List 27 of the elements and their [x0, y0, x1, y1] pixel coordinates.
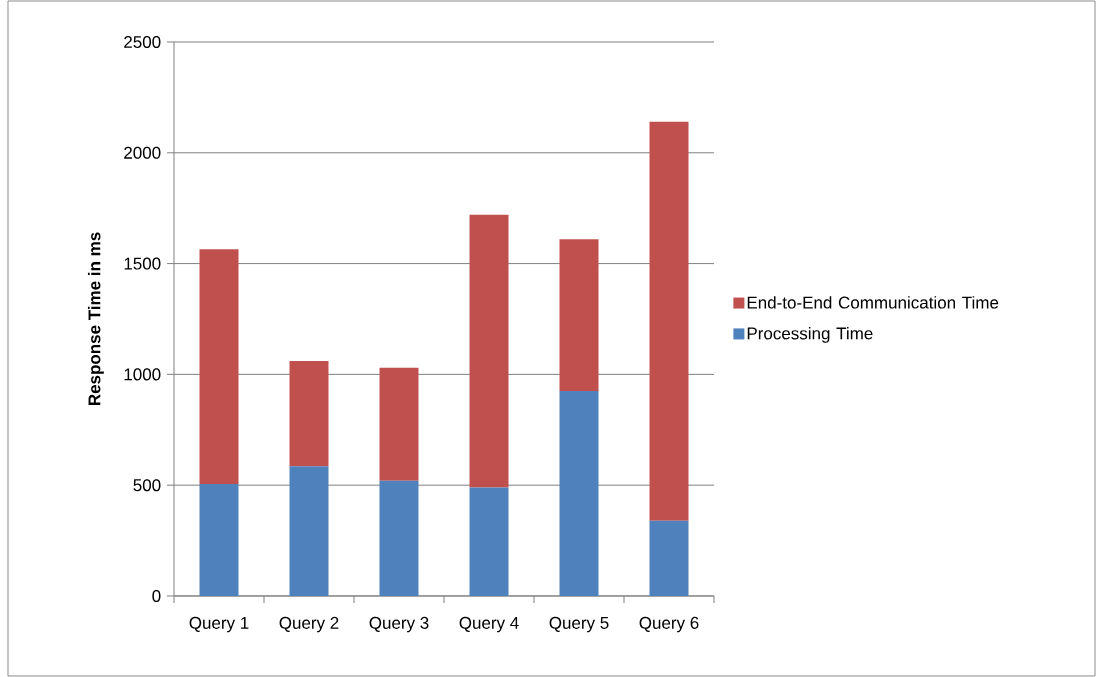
x-tick-label: Query 3	[369, 616, 429, 633]
y-tick-label: 1500	[124, 257, 161, 270]
y-tick-label: 2000	[124, 146, 161, 159]
bar	[649, 520, 689, 596]
bar	[289, 466, 329, 596]
y-tick-label: 0	[152, 589, 161, 603]
bar	[469, 487, 509, 596]
legend-label: Processing Time	[747, 326, 873, 343]
y-tick-label: 2500	[124, 35, 161, 49]
x-tick-label: Query 6	[639, 616, 699, 633]
x-tick-label: Query 5	[549, 616, 609, 633]
bar	[469, 214, 509, 488]
y-tick-label: 500	[133, 479, 161, 492]
bar	[289, 361, 329, 467]
bar	[199, 249, 239, 485]
y-axis-title: Response Time in ms	[87, 232, 104, 406]
bar	[559, 391, 599, 596]
bar	[379, 367, 419, 481]
bar	[379, 480, 419, 596]
bar	[649, 121, 689, 521]
bar	[559, 239, 599, 391]
x-tick-label: Query 1	[189, 616, 249, 633]
y-tick-label: 1000	[124, 368, 161, 381]
x-tick-label: Query 4	[459, 616, 519, 633]
legend-label: End-to-End Communication Time	[747, 296, 999, 309]
bar	[199, 484, 239, 596]
x-tick-label: Query 2	[279, 616, 339, 633]
